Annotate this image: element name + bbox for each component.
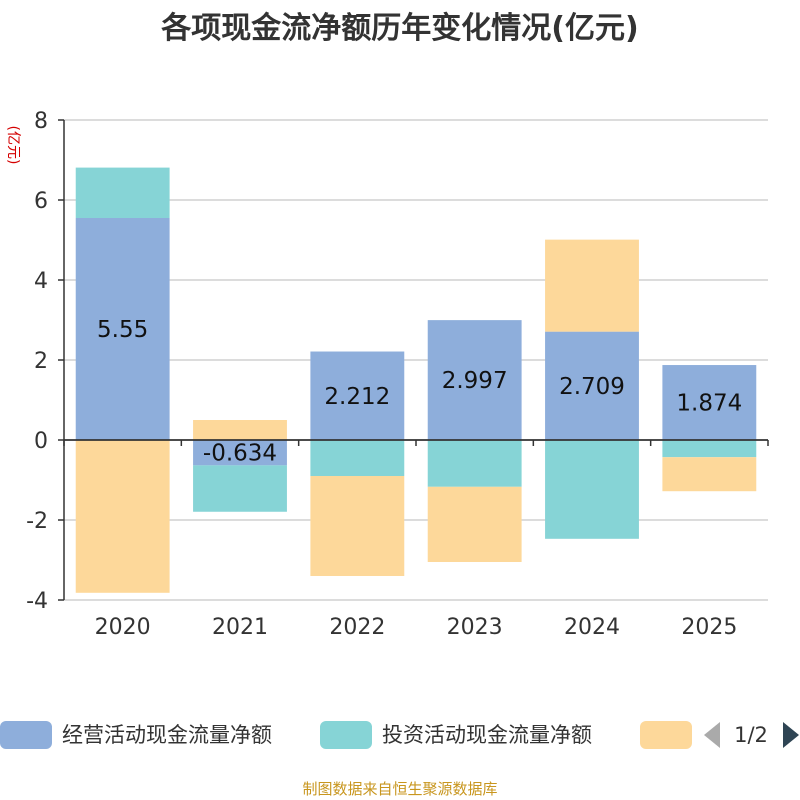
gridlines [64, 119, 768, 601]
y-tick-label: 8 [34, 109, 48, 134]
legend-swatch [640, 721, 692, 749]
bars [75, 167, 757, 593]
source-footer: 制图数据来自恒生聚源数据库 [302, 780, 497, 798]
bar-2024-series-3 [545, 239, 639, 332]
x-tick-label: 2021 [212, 615, 268, 640]
y-tick-label: 4 [34, 269, 48, 294]
bar-2025-series-2 [662, 440, 757, 458]
data-label: 5.55 [97, 317, 148, 343]
bar-2022-series-2 [310, 440, 405, 476]
legend-item-label: 经营活动现金流量净额 [62, 723, 272, 747]
data-label: 2.212 [324, 384, 390, 410]
pager-next-icon[interactable] [783, 722, 799, 748]
bar-2021-series-1 [193, 440, 287, 466]
bar-2023-series-1 [427, 320, 522, 440]
y-axis-label: (亿元) [5, 126, 21, 165]
y-tick-label: 0 [34, 429, 48, 454]
bar-2024-series-2 [545, 440, 639, 539]
data-label: 2.709 [559, 374, 625, 400]
x-tick-label: 2025 [681, 615, 737, 640]
bar-2022-series-3 [310, 476, 405, 576]
bar-2020-series-2 [75, 167, 170, 218]
legend: 经营活动现金流量净额 投资活动现金流量净额 [0, 721, 692, 749]
axes: -4 -2 0 2 4 6 8 2020 2021 2022 2023 2024 2025 [26, 109, 769, 640]
chart-title: 各项现金流净额历年变化情况(亿元) [160, 11, 638, 46]
bar-2023-series-2 [427, 440, 522, 487]
y-tick-label: -2 [26, 509, 48, 534]
x-tick-label: 2023 [447, 615, 503, 640]
data-label: -0.634 [203, 441, 277, 467]
data-label: 2.997 [442, 368, 508, 394]
x-tick-label: 2022 [329, 615, 385, 640]
x-tick-label: 2024 [564, 615, 620, 640]
y-tick-label: 2 [34, 349, 48, 374]
pager-page-text: 1/2 [734, 723, 768, 747]
bar-2021-series-2 [193, 465, 287, 512]
legend-item-label: 投资活动现金流量净额 [382, 723, 592, 747]
bar-2020-series-3 [75, 440, 170, 593]
bar-2023-series-3 [427, 486, 522, 562]
bar-2025-series-1 [662, 365, 757, 440]
data-label: 1.874 [676, 391, 742, 417]
bar-2022-series-1 [310, 351, 405, 440]
pager-prev-icon[interactable] [704, 722, 720, 748]
data-labels: 5.55 -0.634 2.212 2.997 2.709 1.874 [97, 317, 742, 467]
legend-swatch [0, 721, 52, 749]
y-tick-label: 6 [34, 189, 48, 214]
legend-swatch [320, 721, 372, 749]
y-tick-label: -4 [26, 589, 48, 614]
legend-pager: 1/2 [704, 722, 799, 748]
bar-2020-series-1 [75, 218, 170, 440]
bar-2025-series-3 [662, 457, 757, 492]
bar-2024-series-1 [545, 331, 639, 440]
x-tick-label: 2020 [95, 615, 151, 640]
bar-2021-series-3 [193, 420, 287, 440]
